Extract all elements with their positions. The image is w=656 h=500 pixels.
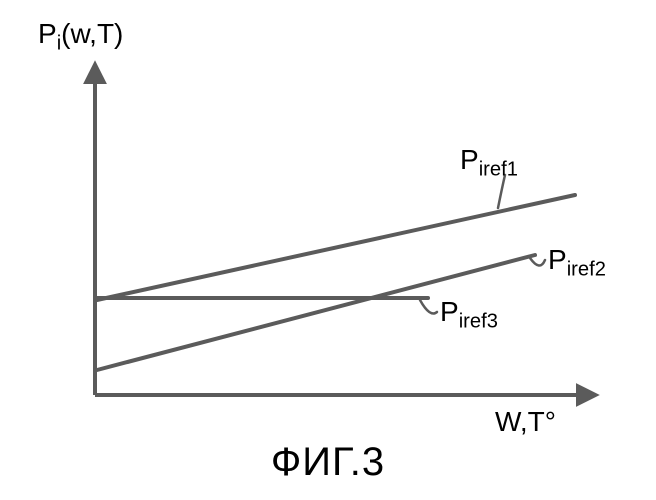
series-line-ref1	[97, 195, 575, 300]
y-axis-title: Pi(w,T)	[38, 18, 123, 56]
x-axis-title: W,T°	[495, 406, 556, 438]
diagram-stage: Pi(w,T) W,T° Piref1 Piref2 Piref3 ФИГ.3	[0, 0, 656, 500]
series-leader-ref2	[530, 258, 545, 266]
figure-caption: ФИГ.3	[0, 440, 656, 485]
series-leader-ref3	[420, 300, 437, 314]
series-label-ref1: Piref1	[460, 144, 518, 182]
series-label-ref3: Piref3	[440, 296, 498, 334]
series-label-ref2: Piref2	[548, 244, 606, 282]
